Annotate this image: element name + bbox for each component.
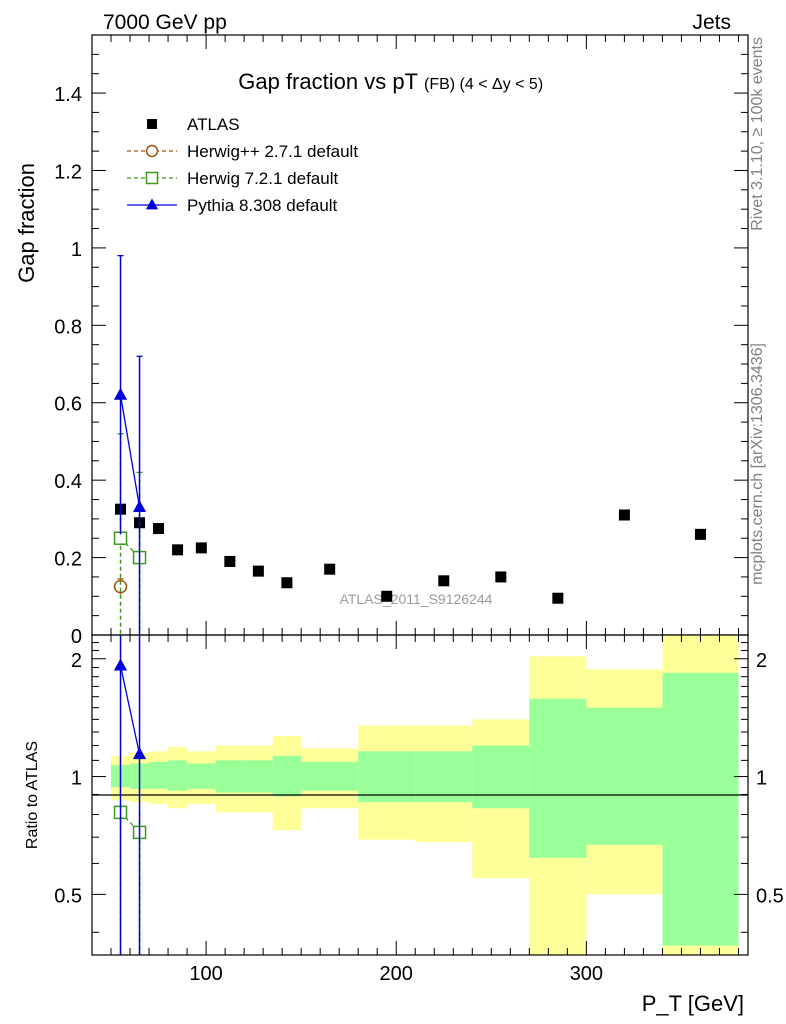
legend-marker: [145, 171, 159, 185]
series-line: [119, 394, 141, 508]
main-ytick-label: 1: [71, 239, 82, 261]
series-atlas: [115, 503, 706, 604]
ratio-ytick-label: 2: [71, 650, 82, 672]
main-ticks: 0 0.2 0.4 0.6 0.8 1 1.2 1.4: [54, 35, 748, 648]
process-label: Jets: [692, 11, 731, 34]
mcplots-label: mcplots.cern.ch [arXiv:1306.3436]: [749, 343, 766, 585]
band-green: [586, 707, 663, 845]
main-ytick-label: 1.4: [54, 84, 82, 106]
data-point: [195, 542, 207, 554]
band-green: [149, 761, 169, 789]
legend-item: Herwig 7.2.1 default: [127, 169, 338, 188]
main-ytick-label: 0.2: [54, 549, 82, 571]
main-ytick-label: 0.6: [54, 394, 82, 416]
legend-label: Pythia 8.308 default: [187, 196, 338, 215]
data-point: [224, 555, 236, 567]
band-green: [272, 755, 302, 797]
band-green: [662, 672, 739, 946]
ratio-data-point: [113, 658, 128, 671]
main-subtitle: (FB) (4 < Δy < 5): [424, 76, 543, 93]
main-ylabel: Gap fraction: [14, 163, 39, 283]
data-point: [113, 387, 128, 400]
band-green: [358, 751, 416, 803]
series-herwig-7-2-1-default: [113, 433, 147, 635]
energy-label: 7000 GeV pp: [103, 11, 227, 34]
main-ytick-label: 1.2: [54, 161, 82, 183]
ratio-ytick-label: 0.5: [54, 885, 82, 907]
data-point: [172, 544, 184, 556]
ratio-data-point: [132, 747, 147, 760]
ratio-ticks: 0.5 0.5 1 1 2 2 100 200 300: [54, 635, 784, 985]
ratio-ytick-label-right: 2: [756, 650, 767, 672]
legend-item: Herwig++ 2.7.1 default: [127, 142, 358, 161]
band-green: [301, 761, 359, 791]
legend-item: ATLAS: [147, 115, 240, 134]
rivet-label: Rivet 3.1.10, ≥ 100k events: [749, 37, 766, 231]
main-panel: 00.20.40.60.811.21.4 Gap fraction vs pT …: [54, 34, 749, 648]
ratio-ytick-label-right: 1: [756, 768, 767, 790]
data-point: [694, 528, 706, 540]
data-point: [495, 571, 507, 583]
main-data: [113, 254, 706, 635]
data-point: [381, 590, 393, 602]
band-green: [472, 745, 530, 809]
band-green: [168, 760, 188, 791]
legend: ATLAS Herwig++ 2.7.1 default Herwig 7.2.1 …: [127, 115, 358, 215]
main-ytick-label: 0: [71, 626, 82, 648]
ratio-ytick-label: 1: [71, 768, 82, 790]
legend-label: ATLAS: [187, 115, 240, 134]
ratio-frame: [91, 634, 749, 956]
band-green: [187, 763, 216, 789]
band-green: [215, 760, 245, 793]
ratio-series-herwig-7-2-1-default: [113, 805, 147, 955]
data-point: [113, 579, 128, 594]
band-green: [244, 760, 273, 793]
legend-item: Pythia 8.308 default: [127, 196, 338, 215]
ratio-series-line: [119, 665, 141, 755]
data-point: [438, 575, 450, 587]
ratio-ylabel: Ratio to ATLAS: [24, 741, 41, 849]
x-axis-label: P_T [GeV]: [642, 991, 744, 1016]
data-point: [132, 500, 147, 513]
main-ytick-label: 0.4: [54, 471, 82, 493]
ratio-series-pythia-8-308-default: [113, 635, 147, 955]
watermark: ATLAS_2011_S9126244: [340, 591, 493, 607]
legend-marker: [147, 119, 157, 129]
ratio-panel: 0.5 0.5 1 1 2 2 100 200 300: [54, 634, 784, 985]
band-green: [415, 751, 473, 803]
ratio-ytick-label-right: 0.5: [756, 885, 784, 907]
data-point: [153, 523, 165, 535]
data-point: [618, 509, 630, 521]
main-title: Gap fraction vs pT: [238, 69, 418, 94]
main-ytick-label: 0.8: [54, 316, 82, 338]
legend-label: Herwig 7.2.1 default: [187, 169, 338, 188]
legend-label: Herwig++ 2.7.1 default: [187, 142, 358, 161]
data-point: [252, 565, 264, 577]
series-pythia-8-308-default: [113, 254, 147, 635]
data-point: [552, 592, 564, 604]
band-green: [529, 698, 587, 858]
xtick-label: 200: [380, 963, 413, 985]
data-point: [324, 563, 336, 575]
xtick-label: 100: [189, 963, 222, 985]
data-point: [281, 577, 293, 589]
ratio-data: [113, 635, 147, 955]
xtick-label: 300: [570, 963, 603, 985]
legend-marker: [145, 198, 159, 210]
legend-marker: [145, 144, 159, 158]
